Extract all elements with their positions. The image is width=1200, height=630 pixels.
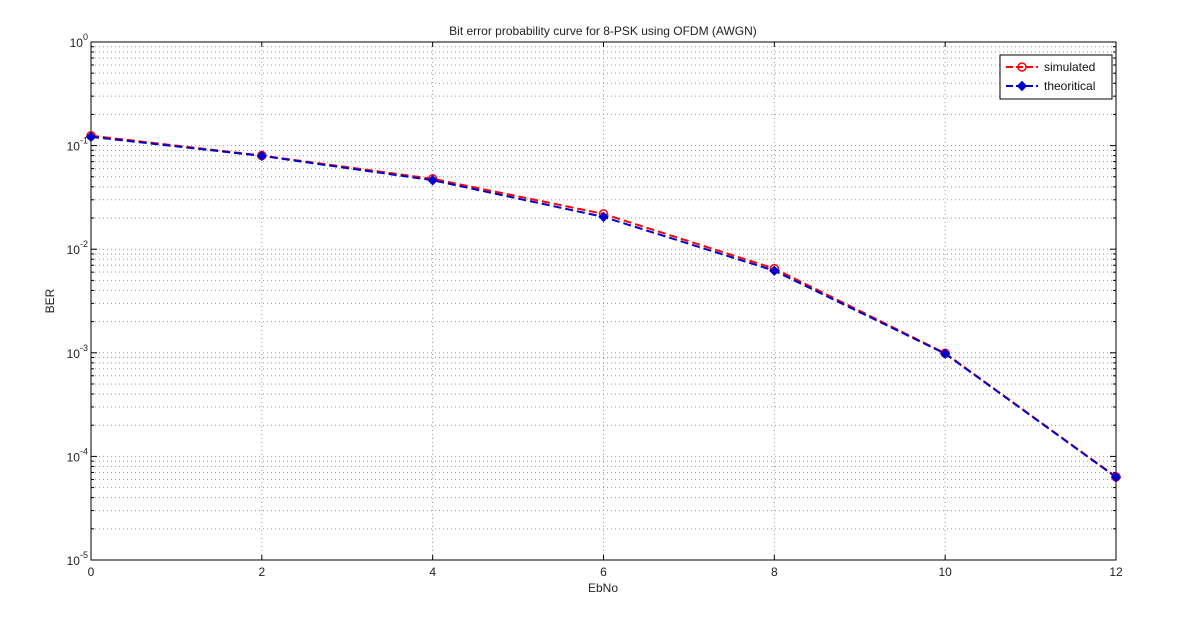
chart-title: Bit error probability curve for 8-PSK us… xyxy=(449,24,757,38)
series-marker xyxy=(598,211,609,223)
series-marker xyxy=(939,348,951,359)
x-tick-label: 4 xyxy=(429,565,436,579)
axes: 0 2 4 6 8 10 12 100 10-1 10-2 10-3 10-4 10-5 xyxy=(67,32,1123,579)
series-marker xyxy=(85,131,97,143)
y-tick-label: 10-3 xyxy=(67,343,88,361)
series-marker xyxy=(1110,471,1122,483)
series-marker xyxy=(427,175,438,186)
x-tick-label: 0 xyxy=(88,565,95,579)
y-tick-label: 100 xyxy=(70,32,88,50)
x-tick-label: 10 xyxy=(938,565,952,579)
legend-item: theoritical xyxy=(1006,79,1095,93)
x-axis-label: EbNo xyxy=(588,581,618,595)
legend-marker xyxy=(1016,80,1028,92)
series-marker xyxy=(769,265,780,276)
y-tick-label: 10-5 xyxy=(67,550,88,568)
series xyxy=(85,130,1122,483)
y-tick-label: 10-4 xyxy=(67,446,88,464)
x-tick-label: 6 xyxy=(600,565,607,579)
y-tick-label: 10-2 xyxy=(67,239,88,257)
legend-label: simulated xyxy=(1044,60,1095,74)
series-marker xyxy=(256,150,268,162)
y-axis-label: BER xyxy=(43,288,57,313)
x-tick-label: 12 xyxy=(1109,565,1123,579)
x-tick-label: 8 xyxy=(771,565,778,579)
legend-label: theoritical xyxy=(1044,79,1095,93)
x-tick-label: 2 xyxy=(258,565,265,579)
legend-box xyxy=(999,54,1113,100)
series-theoritical xyxy=(85,131,1122,483)
plot-area xyxy=(91,42,1116,560)
legend-marker xyxy=(1017,62,1027,72)
legend: simulated theoritical xyxy=(999,54,1113,100)
y-tick-label: 10-1 xyxy=(67,136,88,154)
legend-item: simulated xyxy=(1006,60,1095,74)
